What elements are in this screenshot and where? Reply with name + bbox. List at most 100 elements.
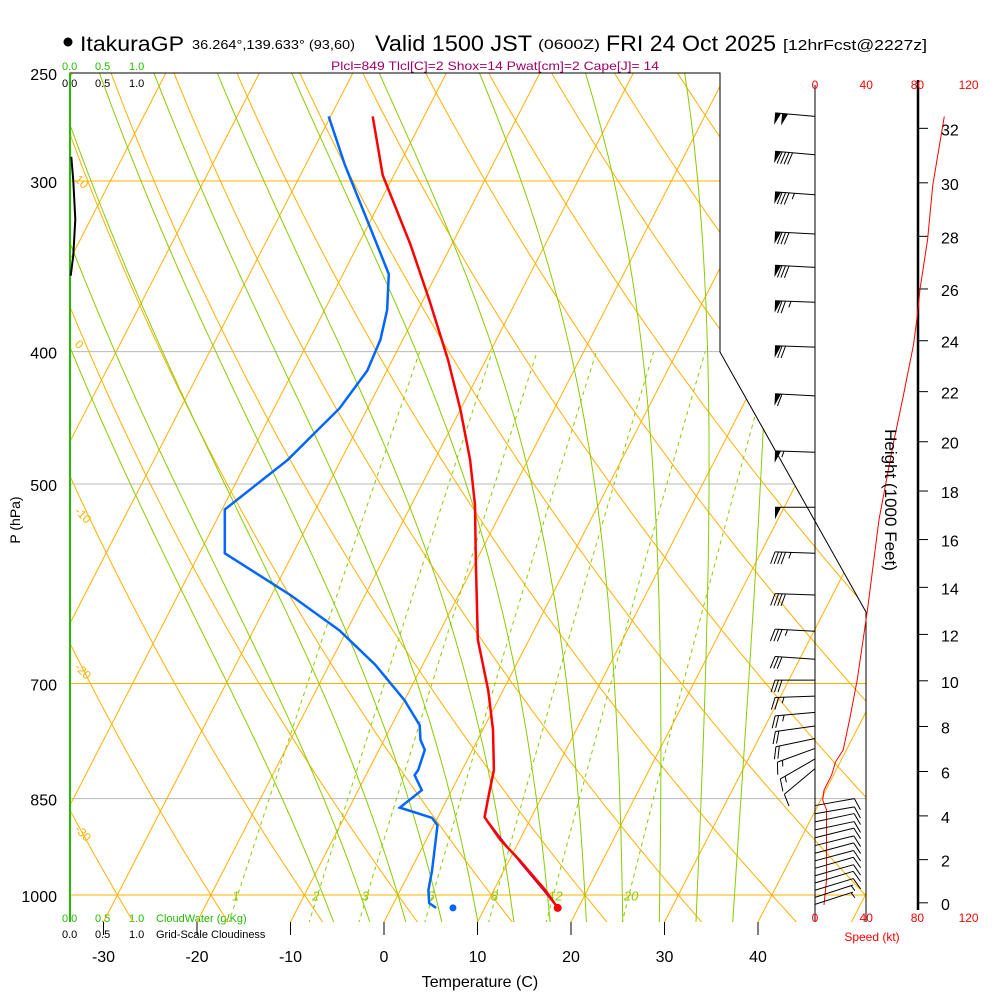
wind-barb (815, 807, 860, 818)
wind-barb-staff (815, 814, 854, 822)
wind-barb-staff (784, 769, 815, 795)
wind-barb-half (782, 697, 784, 703)
cloud-panel-bottom-black: 0.0 0.5 1.0 Grid-Scale Cloudiness (62, 929, 266, 941)
stability-indices: Plcl=849 Tlcl[C]=2 Shox=14 Pwat[cm]=2 Ca… (331, 59, 659, 73)
height-tick-label: 8 (941, 720, 950, 737)
wind-barb-full (784, 794, 789, 806)
wind-barb-full (774, 747, 775, 760)
temperature-line (373, 116, 558, 908)
wind-barb (775, 451, 815, 463)
wind-barb-full (771, 680, 775, 692)
dry-adiabat-line (294, 61, 893, 924)
wind-barb-half (851, 886, 855, 891)
height-tick-label: 20 (941, 436, 959, 453)
wind-barb-flag (774, 113, 781, 125)
wind-barb-flag (775, 507, 781, 519)
wind-barb-staff (776, 738, 815, 746)
wind-barb (777, 748, 815, 774)
height-tick-label: 18 (941, 485, 959, 502)
wind-barb (770, 656, 815, 668)
moist-adiabat-line (685, 73, 710, 924)
height-tick-label: 24 (941, 335, 959, 352)
wind-barb-staff (815, 807, 854, 814)
temperature-tick-label: -30 (92, 949, 115, 966)
cloud-tick: 0.5 (95, 929, 110, 941)
cloud-water-label: CloudWater (g/Kg) (156, 913, 247, 925)
wind-barb (771, 696, 815, 710)
cloud-tick: 0.5 (95, 78, 110, 90)
pressure-tick-label: 850 (30, 793, 57, 810)
speed-tick-label-bottom: 40 (860, 911, 874, 925)
height-tick-label: 28 (941, 230, 959, 247)
x-axis-label: Temperature (C) (422, 974, 538, 991)
speed-tick-label-bottom: 120 (959, 911, 979, 925)
wind-barb-full (780, 779, 783, 791)
isotherm-line (290, 49, 740, 924)
cloud-panel-bottom-green: 0.0 0.5 1.0 CloudWater (g/Kg) (62, 913, 247, 925)
wind-barb (815, 799, 860, 810)
dry-adiabat-label: -10 (72, 504, 94, 526)
station-name: ItakuraGP (80, 33, 184, 56)
mixing-ratio-label: 2 (311, 889, 320, 904)
speed-tick-label-top: 120 (959, 78, 979, 92)
temperature-tick-label: -10 (279, 949, 302, 966)
valid-date: FRI 24 Oct 2025 (606, 31, 776, 56)
background-lines: 0 10 20 30 10 0 -10 -20 -30 (0, 49, 1000, 924)
mixing-ratio-label: 1 (232, 889, 239, 904)
cloud-tick: 0.5 (95, 913, 110, 925)
wind-barb-staff (775, 552, 815, 553)
dry-adiabat-label: -20 (72, 660, 94, 682)
wind-barb (774, 265, 815, 278)
speed-tick-label-top: 80 (911, 78, 925, 92)
isotherm-label: 30 (853, 503, 880, 530)
wind-barb-staff (815, 879, 853, 891)
speed-axis-label: Speed (kt) (844, 930, 899, 944)
speed-tick-label-top: 40 (860, 78, 874, 92)
wind-barb-staff (775, 712, 815, 715)
mixing-ratio-label: 3 (362, 889, 370, 904)
wind-barb-half (782, 451, 784, 457)
wind-barb (815, 892, 855, 904)
dry-adiabat-label: -30 (72, 822, 94, 844)
speed-tick-label-bottom: 0 (812, 911, 819, 925)
height-tick-label: 10 (941, 675, 959, 692)
surface-dewpoint-dot (449, 904, 456, 911)
wind-barb-staff (815, 892, 853, 904)
height-axis-label: Height (1000 Feet) (881, 429, 900, 571)
y-axis-label: P (hPa) (7, 496, 23, 543)
wind-barb-full (775, 680, 779, 692)
cloud-tick: 1.0 (129, 61, 144, 73)
isotherm-label: 10 (756, 330, 783, 357)
wind-barb-flag (781, 113, 788, 125)
pressure-tick-label: 300 (30, 175, 57, 192)
wind-barb (815, 828, 861, 839)
mixing-ratio-line (488, 352, 653, 924)
isotherm-line (570, 49, 1000, 924)
cloudiness-curve (71, 157, 76, 276)
isotherm-line (757, 49, 1000, 924)
height-tick-label: 16 (941, 534, 959, 551)
wind-barb (815, 822, 861, 833)
wind-barb-full (775, 697, 779, 709)
height-tick-label: 0 (941, 897, 950, 914)
wind-barb-staff (777, 748, 815, 762)
pressure-tick-label: 1000 (21, 889, 57, 906)
height-tick-label: 30 (941, 177, 959, 194)
utc-time: (0600Z) (538, 36, 600, 52)
wind-barb-half (792, 193, 794, 199)
dry-adiabat-line (169, 61, 703, 924)
pressure-tick-label: 250 (30, 67, 57, 84)
wind-barb (774, 394, 815, 406)
temperature-tick-label: 20 (562, 949, 580, 966)
pressure-tick-label: 500 (30, 478, 57, 495)
dry-adiabat-line (982, 61, 1000, 924)
cloudiness-label: Grid-Scale Cloudiness (156, 929, 266, 941)
temperature-tick-label: -20 (185, 949, 208, 966)
wind-barb-staff (775, 726, 815, 732)
cloud-tick: 0.0 (62, 929, 77, 941)
wind-barb-full (778, 680, 782, 692)
height-tick-label: 6 (941, 766, 950, 783)
wind-barb (775, 346, 815, 358)
wind-barb (773, 726, 815, 744)
